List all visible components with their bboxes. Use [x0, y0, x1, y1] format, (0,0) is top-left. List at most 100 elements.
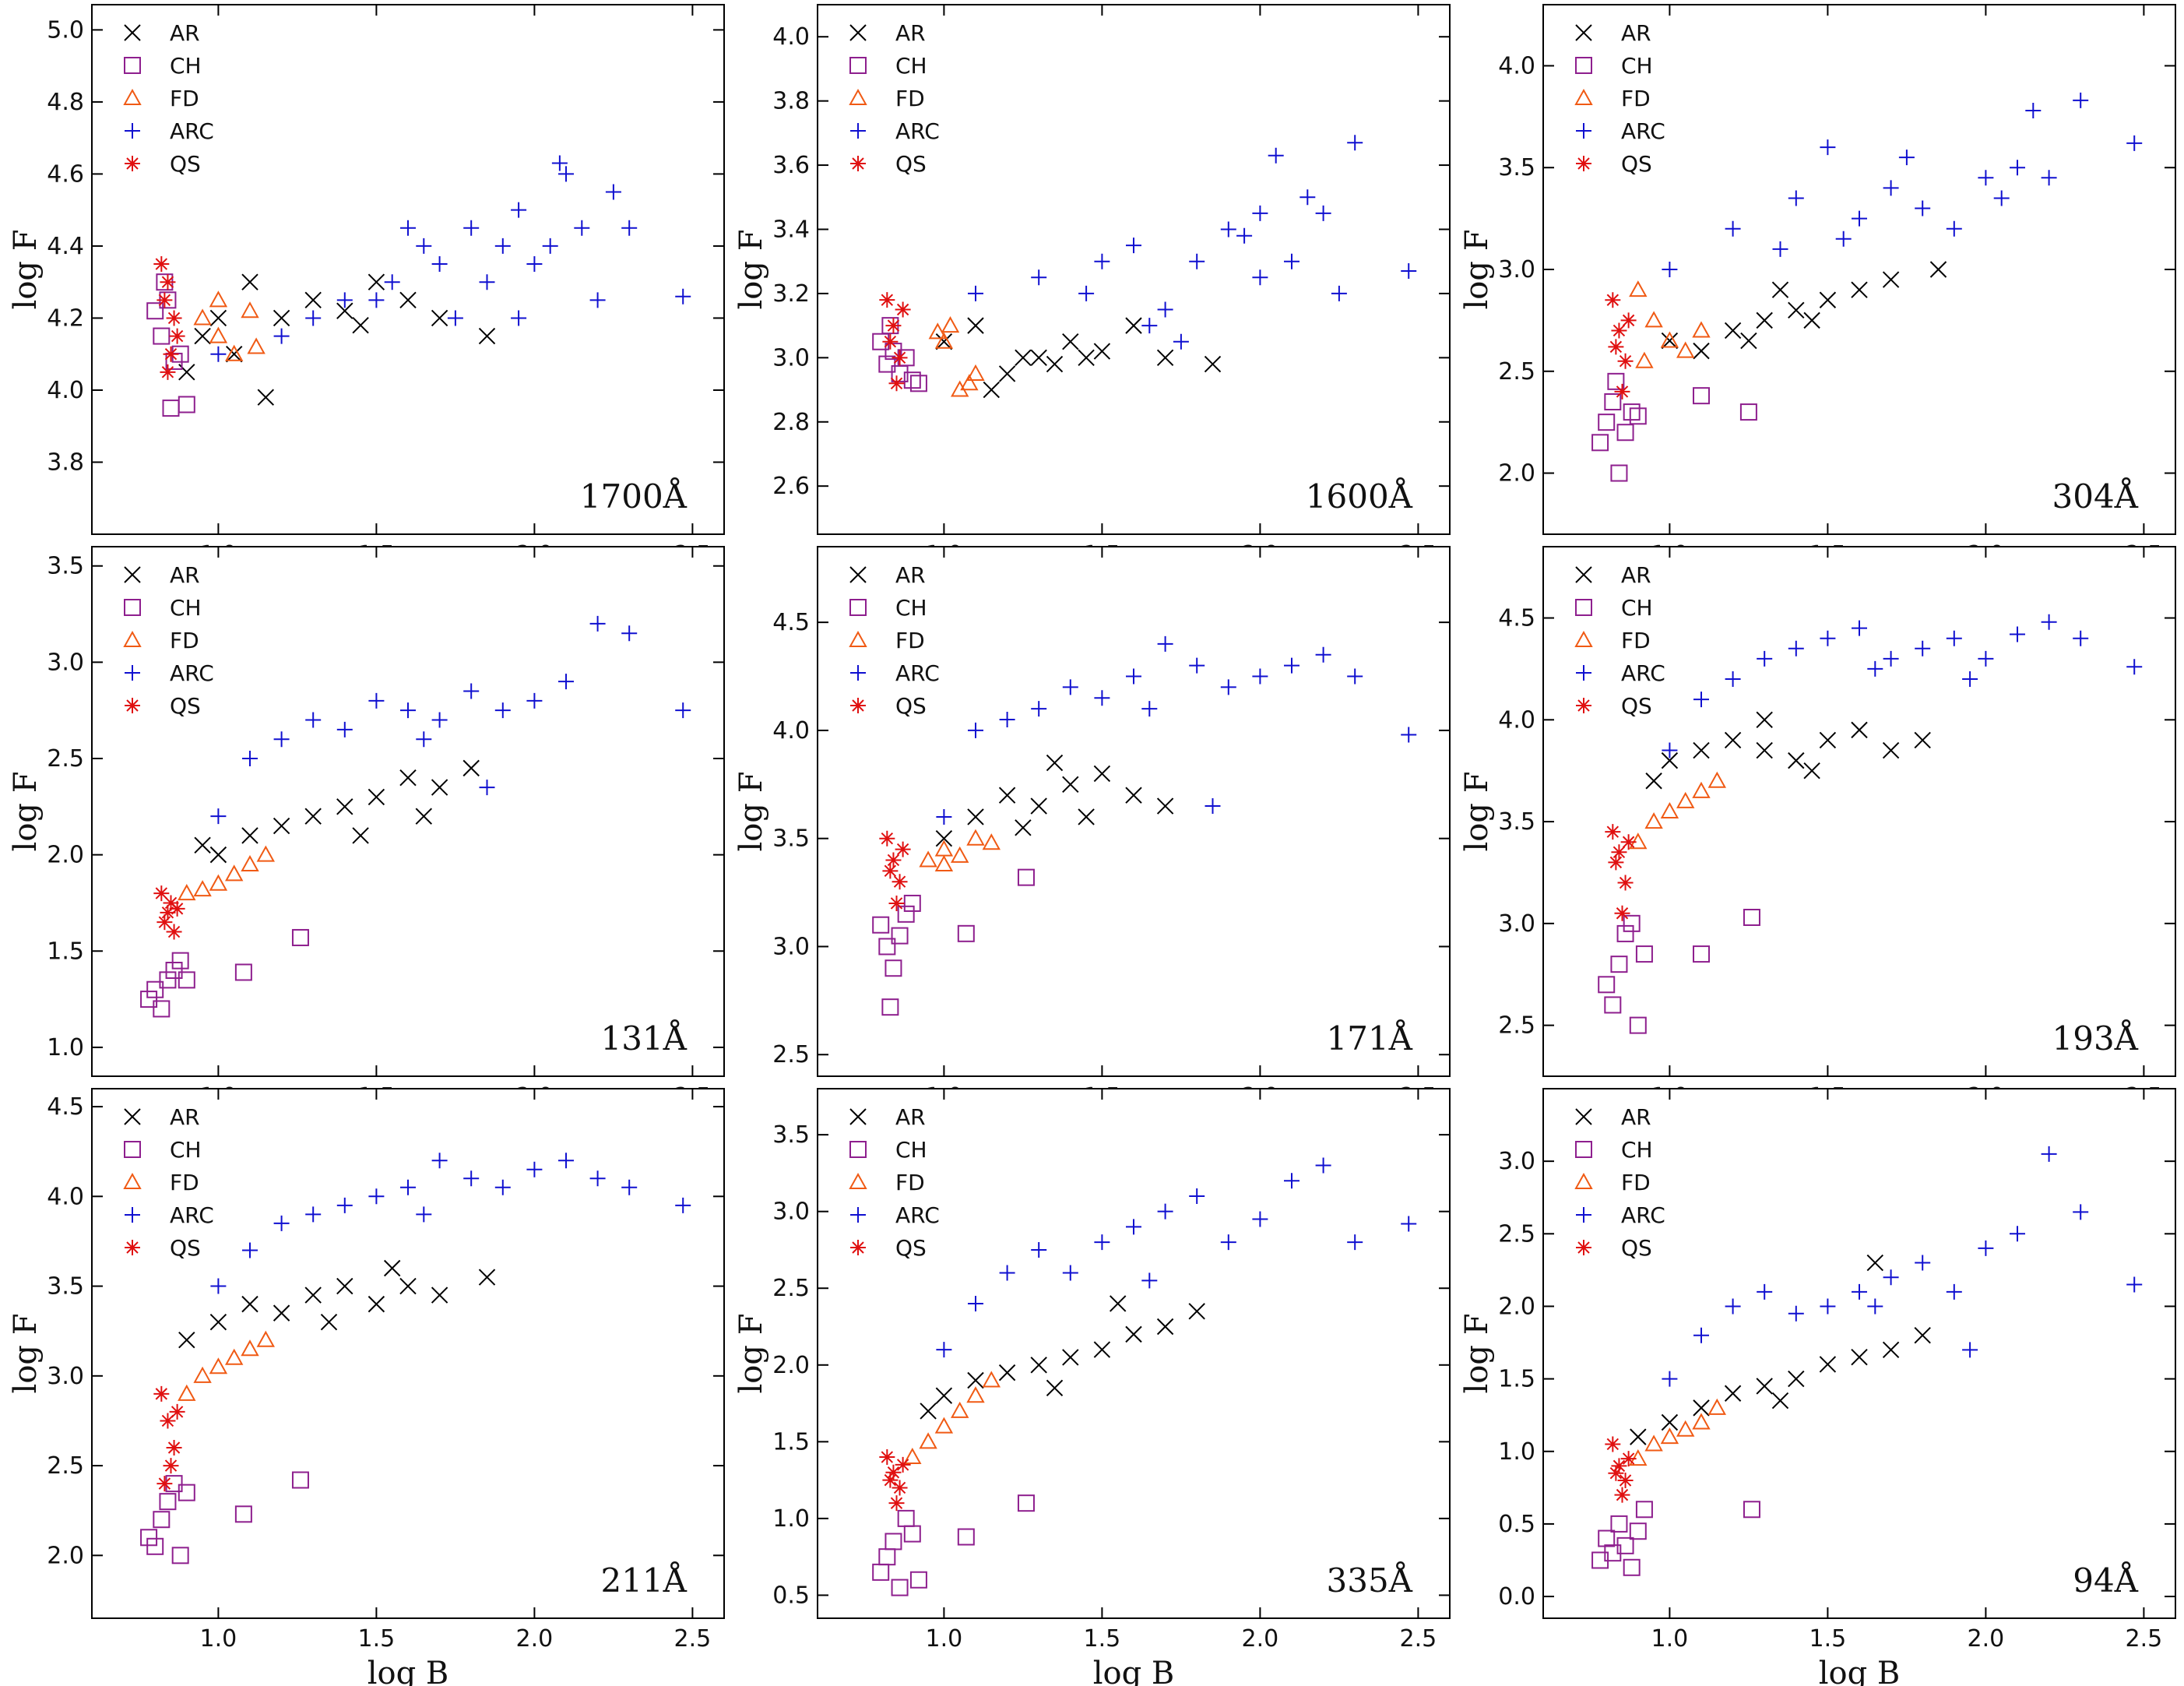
wavelength-label: 1600Å: [1306, 477, 1413, 516]
point-ar: [1661, 332, 1679, 350]
point-arc: [1820, 1298, 1836, 1315]
point-ar: [209, 846, 227, 864]
y-tick-label: 3.5: [772, 825, 810, 853]
point-ar: [998, 365, 1016, 382]
point-fd: [178, 1384, 196, 1401]
point-ar: [209, 309, 227, 327]
point-ch: [291, 1471, 309, 1489]
point-fd: [1692, 1413, 1711, 1430]
x-axis-label: log B: [1093, 1656, 1175, 1686]
y-tick-label: 3.8: [772, 88, 810, 115]
point-arc: [273, 328, 290, 344]
x-tick-label: 2.5: [674, 1625, 712, 1653]
point-fd: [225, 1348, 244, 1365]
point-arc: [511, 310, 527, 326]
point-arc: [968, 722, 983, 738]
point-ch: [1598, 976, 1616, 994]
legend-label-fd: FD: [895, 628, 925, 653]
point-ar: [383, 1259, 401, 1277]
point-ch: [1743, 909, 1760, 926]
point-arc: [1693, 692, 1709, 708]
point-qs: [879, 830, 895, 847]
point-qs: [888, 1495, 905, 1512]
point-ar: [1078, 349, 1095, 367]
legend-label-ch: CH: [1621, 595, 1653, 621]
point-ch: [1017, 1494, 1035, 1512]
point-arc: [305, 1206, 322, 1223]
legend-marker-fd: [849, 630, 867, 647]
point-ar: [1093, 343, 1111, 360]
point-arc: [1883, 180, 1899, 196]
legend-label-fd: FD: [170, 1170, 199, 1195]
point-arc: [305, 310, 322, 326]
plot-frame: [1542, 4, 2176, 535]
point-arc: [589, 615, 606, 632]
point-arc: [1962, 1342, 1978, 1358]
point-arc: [558, 674, 574, 690]
point-arc: [368, 1188, 385, 1205]
legend-marker-arc: [1576, 665, 1591, 681]
point-fd: [193, 308, 212, 326]
panel-94A: 1.0 1.5 2.0 2.5 0.0 0.5 1.0 1.5 2.0 2.5 3.0 log F lo…: [1459, 1088, 2176, 1686]
y-tick-label: 3.8: [47, 449, 84, 476]
legend-label-fd: FD: [895, 86, 925, 111]
point-arc: [1236, 227, 1253, 244]
legend-label-qs: QS: [170, 693, 201, 719]
point-ar: [998, 1364, 1016, 1382]
legend-marker-fd: [849, 88, 867, 105]
y-tick-label: 3.0: [47, 1363, 84, 1390]
point-arc: [1189, 1188, 1205, 1204]
legend-label-qs: QS: [1621, 1235, 1652, 1261]
point-arc: [1094, 1234, 1110, 1251]
point-ar: [368, 1295, 385, 1313]
point-ar: [1724, 731, 1742, 749]
x-tick-label: 2.5: [1400, 1625, 1437, 1653]
point-ch: [153, 327, 171, 345]
legend-label-qs: QS: [895, 693, 927, 719]
legend-marker-fd: [123, 630, 142, 647]
point-arc: [2073, 1204, 2089, 1220]
legend-marker-arc: [125, 1207, 140, 1223]
point-ar: [1156, 349, 1174, 367]
y-tick-label: 2.5: [1498, 1012, 1535, 1040]
point-arc: [551, 155, 568, 171]
point-ch: [903, 1525, 921, 1543]
legend-label-fd: FD: [1621, 628, 1651, 653]
point-fd: [1644, 812, 1663, 829]
point-arc: [589, 1170, 606, 1187]
point-arc: [1157, 301, 1173, 318]
point-ch: [171, 1547, 189, 1565]
y-tick-label: 4.6: [47, 160, 84, 188]
point-arc: [1299, 189, 1316, 206]
point-ch: [1629, 1016, 1647, 1034]
legend-marker-fd: [123, 88, 142, 105]
y-tick-label: 4.0: [47, 377, 84, 404]
point-arc: [1268, 147, 1284, 164]
point-ar: [431, 779, 448, 796]
point-arc: [1725, 671, 1741, 687]
point-ch: [1610, 1515, 1628, 1533]
point-arc: [1347, 1234, 1363, 1251]
point-qs: [157, 292, 173, 308]
y-tick-label: 4.5: [772, 609, 810, 636]
point-ar: [1882, 1341, 1900, 1359]
point-arc: [1315, 646, 1331, 663]
point-qs: [1620, 312, 1637, 329]
wavelength-label: 171Å: [1327, 1019, 1413, 1058]
point-ch: [1629, 1522, 1647, 1540]
y-axis-label: log F: [1459, 1314, 1495, 1394]
point-ch: [153, 1511, 171, 1529]
point-ar: [415, 808, 433, 825]
point-arc: [1062, 1265, 1078, 1281]
plot-frame: [817, 4, 1451, 535]
point-arc: [463, 220, 480, 236]
point-arc: [1915, 200, 1931, 216]
y-tick-label: 4.0: [1498, 52, 1535, 79]
point-arc: [511, 202, 527, 218]
y-tick-label: 2.5: [1498, 1220, 1535, 1248]
point-qs: [1611, 1458, 1627, 1474]
legend-label-qs: QS: [895, 151, 927, 177]
point-arc: [1141, 701, 1158, 717]
point-ar: [320, 1313, 338, 1331]
point-fd: [209, 874, 228, 891]
